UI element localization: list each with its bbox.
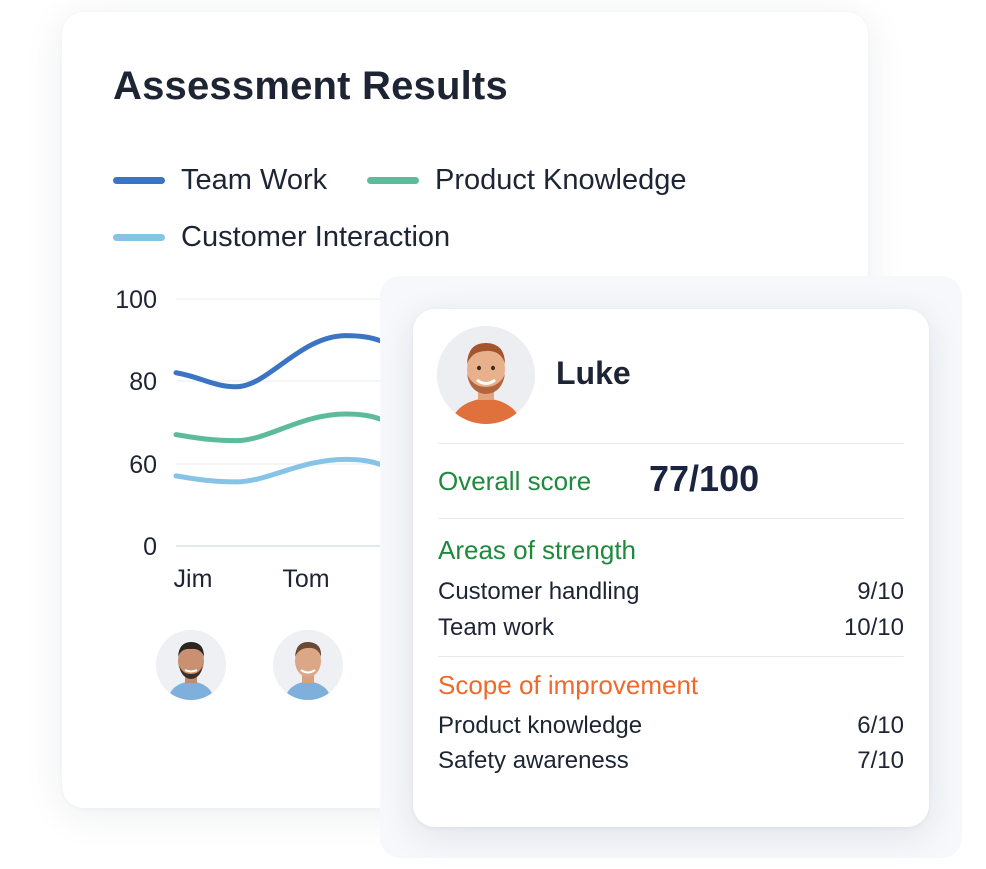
legend-swatch [367, 177, 419, 184]
x-tick-label: Tom [282, 565, 329, 593]
person-name: Luke [556, 355, 631, 391]
series-line-product-knowledge [173, 411, 383, 444]
y-tick-label: 80 [129, 368, 157, 396]
strength-label: Customer handling [438, 578, 640, 605]
strength-score: 9/10 [857, 578, 904, 605]
x-tick-label: Jim [174, 565, 213, 593]
y-axis-ticks: 100 80 60 0 [115, 286, 157, 561]
legend-label: Team Work [181, 164, 328, 196]
divider [438, 656, 904, 657]
person-avatar-icon [437, 326, 535, 424]
legend-label: Customer Interaction [181, 221, 451, 253]
strength-row: Team work 10/10 [438, 614, 904, 642]
improvement-label: Product knowledge [438, 712, 643, 739]
legend-item-product-knowledge[interactable]: Product Knowledge [367, 164, 687, 197]
overall-score-label: Overall score [438, 466, 592, 496]
strength-row: Customer handling 9/10 [438, 578, 904, 606]
strengths-title: Areas of strength [438, 535, 636, 565]
improvement-label: Safety awareness [438, 747, 629, 774]
strength-label: Team work [438, 614, 555, 641]
person-avatar-icon [156, 630, 226, 700]
y-tick-label: 60 [129, 451, 157, 479]
page-title: Assessment Results [113, 64, 508, 108]
improvement-score: 6/10 [857, 712, 904, 739]
series-line-team-work [173, 333, 383, 390]
chart-grid [176, 298, 380, 547]
improvement-row: Safety awareness 7/10 [438, 747, 904, 775]
improvement-row: Product knowledge 6/10 [438, 712, 904, 740]
series-line-customer-interaction [173, 456, 383, 485]
legend-swatch [113, 234, 165, 241]
improvement-score: 7/10 [857, 747, 904, 774]
y-tick-label: 0 [143, 533, 157, 561]
tom-avatar[interactable] [273, 630, 343, 700]
legend-label: Product Knowledge [435, 164, 687, 196]
legend-item-customer-interaction[interactable]: Customer Interaction [113, 221, 450, 254]
divider [438, 518, 904, 519]
person-avatar-icon [273, 630, 343, 700]
strength-score: 10/10 [843, 614, 904, 641]
divider [438, 443, 904, 444]
y-tick-label: 100 [115, 286, 157, 314]
x-axis-ticks: Jim Tom [174, 565, 330, 593]
luke-avatar [437, 326, 535, 424]
jim-avatar[interactable] [156, 630, 226, 700]
chart-series [173, 333, 383, 485]
improvement-title: Scope of improvement [438, 670, 699, 700]
overall-score-value: 77/100 [649, 458, 760, 499]
legend-swatch [113, 177, 165, 184]
legend-item-team-work[interactable]: Team Work [113, 164, 327, 197]
